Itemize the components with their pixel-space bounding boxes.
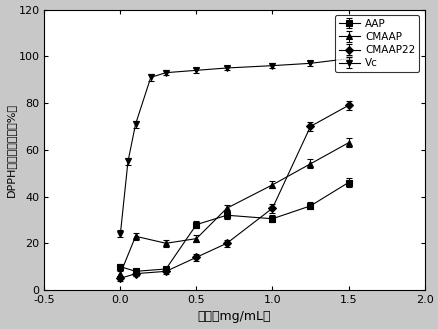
Legend: AAP, CMAAP, CMAAP22, Vc: AAP, CMAAP, CMAAP22, Vc bbox=[334, 15, 418, 72]
Y-axis label: DPPH自由基清除率（%）: DPPH自由基清除率（%） bbox=[6, 103, 15, 197]
X-axis label: 浓度（mg/mL）: 浓度（mg/mL） bbox=[197, 311, 271, 323]
